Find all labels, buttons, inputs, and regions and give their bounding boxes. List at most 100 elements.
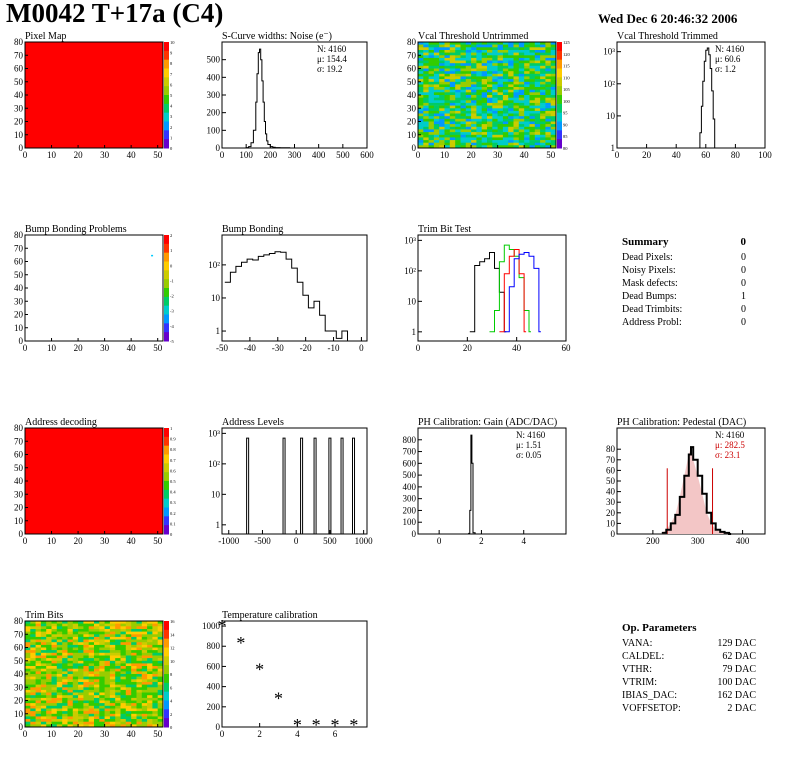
heatmap-cell [141,655,148,659]
heatmap-cell [88,700,95,704]
heatmap-cell [157,668,164,672]
heatmap-cell [487,57,493,61]
heatmap-cell [418,47,424,51]
heatmap-cell [497,95,504,98]
heatmap-cell [418,116,424,120]
plot-title: Trim Bit Test [418,224,471,235]
heatmap-cell [433,55,440,59]
y-tick-label: 60 [14,643,24,653]
heatmap-cell [423,108,429,112]
heatmap-cell [120,674,127,677]
heatmap-cell [540,142,546,146]
x-tick-label: 0 [23,150,28,160]
heatmap-cell [492,116,498,120]
heatmap-cell [534,84,541,88]
palette-swatch [557,95,562,105]
heatmap-cell [545,102,552,106]
heatmap-cell [433,87,440,90]
heatmap-cell [534,97,541,101]
heatmap-cell [25,650,31,654]
stat-line: N: 4160 [715,44,745,54]
heatmap-cell [460,73,467,77]
stat-line: μ: 1.51 [516,440,541,450]
palette-swatch [557,139,562,149]
heatmap-cell [508,100,514,104]
heatmap-cell [67,692,74,696]
heatmap-cell [131,650,137,654]
heatmap-cell [88,658,95,662]
heatmap-cell [423,92,429,96]
heatmap-cell [423,118,429,122]
heatmap-cell [502,87,509,90]
heatmap-cell [109,716,116,720]
heatmap-cell [104,674,111,677]
heatmap-cell [30,692,36,696]
heatmap-cell [141,676,148,680]
heatmap-cell [72,634,79,638]
x-tick-label: 10 [47,150,57,160]
heatmap-cell [423,126,429,130]
heatmap-cell [104,695,111,699]
heatmap-cell [131,705,137,709]
param-value: 129 DAC [717,638,756,649]
heatmap-cell [56,663,63,667]
heatmap-cell [40,623,47,627]
z-tick-label: 95 [563,111,568,116]
heatmap-cell [444,132,451,136]
heatmap-cell [141,687,148,691]
heatmap-cell [62,639,68,643]
heatmap-cell [30,652,36,656]
heatmap-cell [152,684,159,688]
heatmap-cell [115,719,121,722]
palette-swatch [164,42,169,52]
heatmap-cell [476,87,483,90]
x-tick-label: 500 [323,536,337,546]
heatmap-cell [141,689,148,693]
heatmap-cell [439,63,445,67]
heatmap-cell [540,116,546,120]
heatmap-cell [120,629,127,632]
heatmap-cell [78,634,84,638]
heatmap-cell [152,621,159,624]
heatmap-cell [136,687,143,691]
heatmap-cell [51,676,58,680]
heatmap-cell [120,650,127,654]
heatmap-cell [46,639,52,643]
heatmap-cell [115,689,121,693]
heatmap-cell [460,116,467,120]
heatmap-cell [481,132,488,136]
heatmap-cell [136,647,143,651]
heatmap-cell [481,84,488,88]
heatmap-cell [524,124,530,128]
heatmap-cell [125,676,132,680]
heatmap-cell [25,676,31,680]
heatmap-cell [157,634,164,638]
heatmap-cell [30,679,36,683]
heatmap-cell [508,50,514,53]
x-tick-label: 40 [512,343,522,353]
heatmap-cell [78,716,84,720]
heatmap-cell [418,60,424,64]
heatmap-cell [94,623,100,627]
heatmap-cell [88,682,95,685]
heatmap-cell [152,703,159,707]
heatmap-cell [481,63,488,67]
heatmap-cell [67,652,74,656]
heatmap-cell [115,708,121,712]
heatmap-cell [83,623,90,627]
heatmap-cell [78,705,84,709]
heatmap-cell [141,623,148,627]
plot-title: Address decoding [25,417,97,428]
timestamp: Wed Dec 6 20:46:32 2006 [598,11,738,26]
heatmap-cell [115,724,121,728]
heatmap-cell [423,73,429,77]
data-point: * [255,659,264,679]
heatmap-cell [104,689,111,693]
heatmap-cell [94,663,100,667]
series-line [489,244,531,333]
heatmap-cell [136,634,143,638]
heatmap-cell [455,50,461,53]
heatmap-cell [147,663,153,667]
heatmap-cell [444,97,451,101]
y-tick-label: 60 [14,450,24,460]
